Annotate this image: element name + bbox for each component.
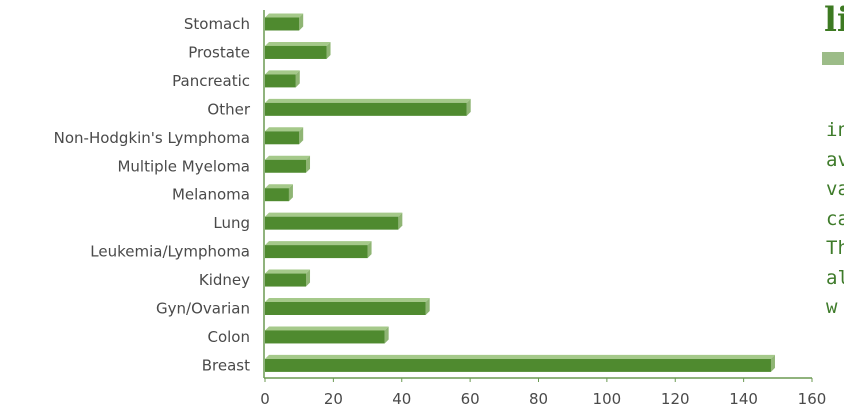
bars-group — [265, 13, 775, 372]
bar-0 — [265, 17, 300, 31]
bar-3 — [265, 102, 467, 116]
x-tick-label-3: 60 — [461, 390, 480, 408]
category-label-9: Kidney — [199, 271, 250, 289]
bar-side-2 — [295, 70, 300, 88]
bar-top-3 — [265, 98, 471, 103]
side-line: in — [826, 119, 844, 141]
bar-top-9 — [265, 269, 311, 274]
side-line: va — [826, 178, 844, 200]
bar-11 — [265, 330, 385, 344]
bar-side-4 — [299, 127, 304, 145]
bar-side-9 — [306, 269, 311, 287]
category-label-4: Non-Hodgkin's Lymphoma — [54, 129, 250, 147]
bar-top-8 — [265, 241, 372, 246]
bar-4 — [265, 131, 300, 145]
category-label-3: Other — [207, 100, 250, 118]
category-label-8: Leukemia/Lymphoma — [90, 243, 250, 261]
bar-side-3 — [466, 98, 471, 116]
side-heading-rule — [822, 52, 844, 65]
category-label-10: Gyn/Ovarian — [156, 300, 250, 318]
bar-side-1 — [326, 41, 331, 59]
x-tick-label-0: 0 — [260, 390, 270, 408]
category-label-2: Pancreatic — [172, 72, 250, 90]
bar-1 — [265, 45, 327, 59]
bar-top-11 — [265, 326, 389, 331]
bar-9 — [265, 273, 307, 287]
x-tick-label-4: 80 — [529, 390, 548, 408]
bar-6 — [265, 188, 289, 202]
x-ticks: 0 20 40 60 80 100 120 140 160 — [260, 378, 826, 408]
x-tick-label-8: 160 — [798, 390, 827, 408]
bar-top-1 — [265, 41, 331, 46]
bar-top-12 — [265, 354, 775, 359]
bar-top-5 — [265, 155, 311, 160]
bar-side-11 — [384, 326, 389, 344]
bar-side-10 — [425, 298, 430, 315]
x-tick-label-6: 120 — [661, 390, 690, 408]
side-line: w — [826, 296, 838, 318]
bar-2 — [265, 74, 296, 88]
bar-top-4 — [265, 127, 304, 132]
category-labels: Stomach Prostate Pancreatic Other Non-Hodgki… — [54, 15, 251, 374]
side-line: Th — [826, 237, 844, 259]
bar-7 — [265, 216, 399, 230]
bar-12 — [265, 358, 771, 372]
bar-top-10 — [265, 298, 430, 302]
side-line: ca — [826, 207, 844, 230]
side-line: al — [826, 266, 844, 289]
x-tick-label-2: 40 — [392, 390, 411, 408]
bar-top-6 — [265, 184, 293, 189]
bar-side-8 — [367, 241, 372, 259]
side-paragraph: in av va ca Th al w — [826, 116, 844, 323]
bar-top-7 — [265, 212, 403, 217]
bar-5 — [265, 159, 307, 173]
x-tick-label-1: 20 — [324, 390, 343, 408]
bar-top-2 — [265, 70, 300, 75]
category-label-6: Melanoma — [172, 186, 250, 204]
bar-top-0 — [265, 13, 304, 18]
side-line: av — [826, 148, 844, 171]
bar-8 — [265, 245, 368, 259]
category-label-5: Multiple Myeloma — [117, 157, 250, 175]
bar-side-5 — [306, 155, 311, 173]
category-label-1: Prostate — [188, 43, 250, 61]
bar-side-7 — [398, 212, 403, 230]
bar-side-0 — [299, 13, 304, 31]
side-heading: li — [824, 0, 844, 40]
category-label-0: Stomach — [184, 15, 250, 33]
category-label-7: Lung — [213, 214, 250, 232]
bar-side-6 — [288, 184, 293, 202]
x-tick-label-7: 140 — [729, 390, 758, 408]
category-label-11: Colon — [207, 328, 250, 346]
category-label-12: Breast — [202, 356, 250, 374]
bar-side-12 — [770, 354, 775, 372]
bar-10 — [265, 302, 426, 315]
x-tick-label-5: 100 — [593, 390, 622, 408]
